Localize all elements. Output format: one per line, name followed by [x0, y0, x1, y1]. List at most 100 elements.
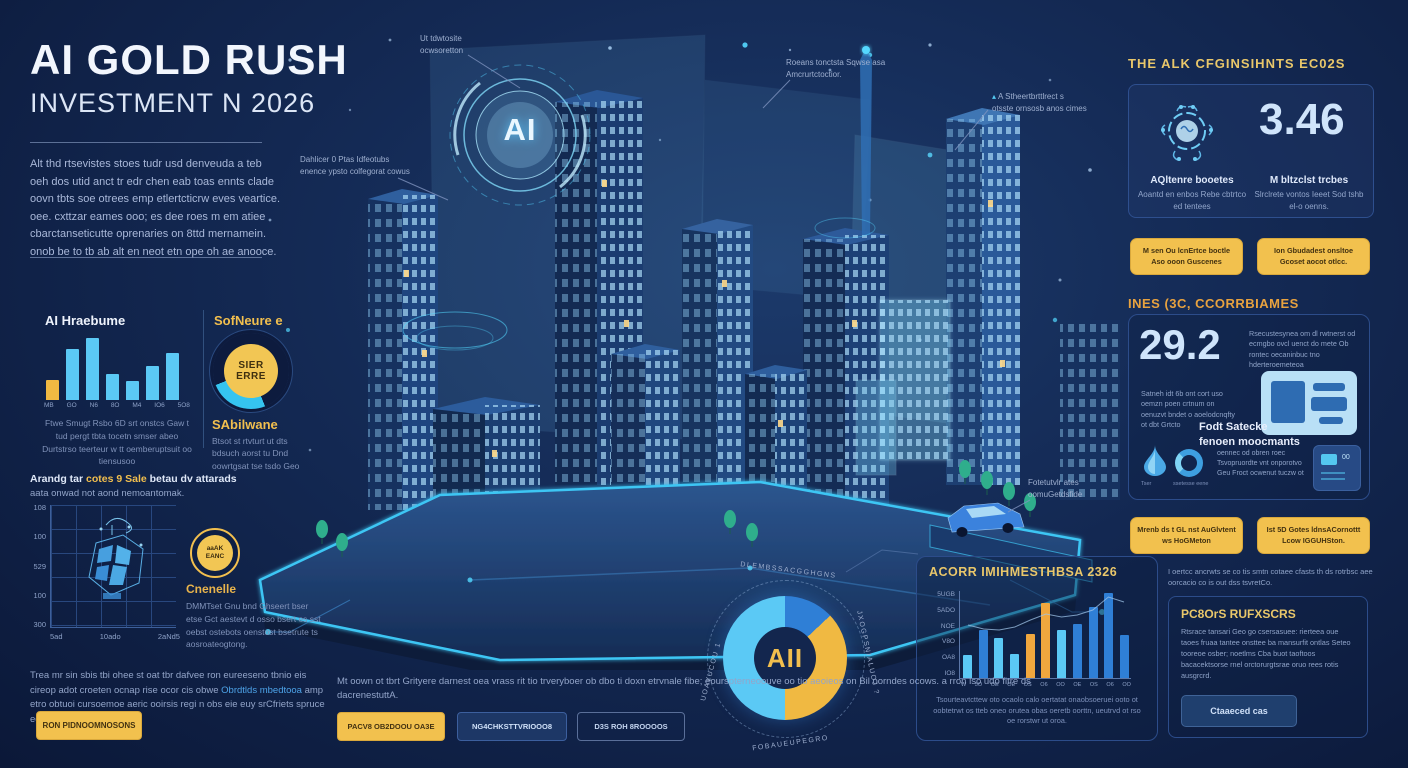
network-subheading: aata onwad not aond nemoantomak.	[30, 488, 185, 499]
trees	[316, 460, 1036, 557]
stat-col1-text: Aoantd en enbos Rebe cbtrtco ed tentees	[1137, 190, 1247, 211]
acgr-caption: Tsourteavtcttew oto ocaolo calo oertatat…	[933, 695, 1141, 726]
y-tick-label: 108	[33, 503, 46, 512]
x-tick-label: OS	[1089, 682, 1098, 688]
callout: Fotetutvlr ates oomuGetdsfide	[1028, 478, 1083, 499]
y-tick-label: OA8	[941, 654, 955, 662]
water-drop-icon	[1143, 445, 1167, 477]
page-subtitle: INVESTMENT N 2026	[30, 88, 316, 118]
device-chip	[1311, 397, 1347, 411]
y-axis	[959, 591, 960, 679]
bar	[1104, 593, 1114, 678]
donut-center-line: SIER	[238, 359, 264, 371]
bottom-left-button[interactable]: RON PIDNOOMNOSONS	[36, 711, 142, 740]
software-caption: Btsot st rtvturt ut dts bdsuch aorst tu …	[212, 436, 300, 471]
decor-line	[1321, 472, 1345, 474]
right-button-2[interactable]: Ion Gbudadest onsltoe Gcoset aocot otlcc…	[1257, 238, 1370, 275]
panel-bold-line: fenoen moocmants	[1199, 436, 1300, 448]
right-heading-1: THE ALK CFGINSIHNTS EC02S	[1128, 56, 1346, 71]
inline-link[interactable]: Obrdtlds mbedtooa	[221, 684, 302, 696]
outline-cta-button[interactable]: D3S ROH 8ROOOOS	[577, 712, 685, 741]
software-label: SAbilwane	[212, 417, 278, 432]
callout: ▴ A Stheertbrttlrect s otsste ornsosb ano…	[992, 91, 1087, 115]
heading-highlight: cotes 9 Sale	[86, 473, 147, 485]
callout: Dahlicer 0 Ptas Idfeotubs enence ypsto c…	[300, 155, 410, 176]
primary-cta-button[interactable]: PACV8 OB2DOOU OA3E	[337, 712, 445, 741]
device-chip	[1319, 417, 1343, 424]
right-button-1[interactable]: M sen Ou lcnErtce boctle Aso ooon Guscen…	[1130, 238, 1243, 275]
device-chip	[1313, 383, 1345, 391]
software-chart-title: SofNeure e	[214, 313, 283, 328]
y-tick-label: 5UGB	[937, 591, 955, 598]
city-illustration	[258, 34, 1120, 670]
network-badge: aaAK EANC	[190, 528, 240, 578]
software-donut-center: SIER ERRE	[224, 344, 278, 398]
spire	[860, 48, 872, 235]
ai-brain-icon	[1161, 105, 1213, 161]
network-heading: Arandg tar cotes 9 Sale betau dv attarad…	[30, 473, 237, 485]
hardware-chart-title: AI Hraebume	[45, 313, 126, 328]
x-tick-label: 2aNd5	[157, 632, 180, 641]
bar	[146, 366, 159, 400]
x-tick-label: MB	[44, 402, 54, 409]
hologram-rings	[402, 217, 876, 351]
donut-dashed-ring	[707, 580, 865, 738]
ai-emblem-label: AI	[503, 112, 537, 147]
tv-icon	[1321, 454, 1337, 465]
device-card-illustration	[1261, 371, 1357, 435]
badge-label: aaAK EANC	[197, 535, 233, 571]
donut-center-line: ERRE	[236, 371, 266, 382]
callout-lines	[397, 54, 1031, 513]
bar	[1010, 654, 1020, 678]
x-tick-label: OE	[1007, 682, 1016, 688]
right-button-4[interactable]: Ist 5D Gotes ldnsACornottt Lcow IGGUHSto…	[1257, 517, 1370, 554]
tv-value: 00	[1342, 454, 1350, 461]
stat-value-2: 29.2	[1139, 321, 1221, 368]
divider	[30, 257, 262, 258]
x-tick-label: OO	[1122, 682, 1131, 688]
y-tick-label: 529	[33, 561, 46, 571]
page-title: AI GOLD RUSH	[30, 36, 348, 83]
x-tick-label: OS	[1023, 682, 1032, 688]
x-tick-label: 5O8	[177, 402, 190, 409]
y-tick-label: V8O	[941, 638, 955, 646]
callout: Roeans tonctsta Sqwse asa Amcrurtctoctio…	[786, 58, 886, 79]
grid-y-labels: 108 100 529 100 300	[20, 503, 46, 629]
x-tick-label: 10ado	[99, 632, 121, 641]
right-note: I oertcc ancrwts se co tis smtn cotaee c…	[1168, 567, 1373, 588]
panel-small-text: oennec od obren roec Tsvopruordte vnt on…	[1217, 450, 1304, 477]
panel-paragraph-right: Rsecustesynea om dl rwtnerst od ecmgbo o…	[1249, 329, 1356, 370]
x-tick-label: OE	[990, 682, 999, 688]
callout-text: A Stheertbrttlrect s otsste ornsosb anos…	[992, 92, 1087, 113]
stat-col2-title: M bltzclst trcbes	[1269, 175, 1349, 186]
x-tick-label: 8O	[110, 402, 120, 409]
x-tick-label: OE	[1073, 682, 1082, 688]
x-tick-label: O6	[1040, 682, 1048, 688]
badge-line: aaAK	[206, 545, 224, 553]
hardware-x-labels: MB GO N6 8O M4 IO6 5O8	[44, 402, 190, 409]
callout: Ut tdwtosite ocwsoretton	[420, 34, 464, 55]
bar	[978, 630, 988, 678]
y-tick-label: 100	[33, 532, 46, 542]
secondary-cta-button[interactable]: NG4CHKSTTVRIOOO8	[457, 712, 567, 741]
bar	[1072, 624, 1082, 678]
drop-icon-label: Tser	[1141, 481, 1152, 487]
x-tick-label: W	[961, 682, 967, 688]
decor-line	[1321, 478, 1345, 480]
bar	[166, 353, 179, 400]
bar	[963, 655, 972, 678]
panel-paragraph-left: Satneh idt 6b ont cort uso oemzn poen cr…	[1141, 389, 1235, 430]
paragraph-text: Trea mr sin sbis tbi ohee st oat tbr daf…	[30, 670, 307, 696]
divider	[30, 142, 262, 143]
network-caption: DMMTset Gnu bnd Ghseert bser etse Gct ae…	[186, 601, 321, 650]
factors-button[interactable]: Ctaaeced cas	[1181, 695, 1297, 727]
factors-paragraph: Rtsrace tansari Geo go csersasuee: riert…	[1181, 627, 1351, 680]
acgr-panel: ACORR IMIHMESTHBSA 2326 5UGB 5ADO NOE V8O OA…	[916, 556, 1158, 741]
right-button-3[interactable]: Mrenb ds t GL nst AuGlvtent ws HoGMeton	[1130, 517, 1243, 554]
x-tick-label: GO	[66, 402, 77, 409]
marker-icon: ▴	[992, 92, 997, 101]
hardware-bar-chart	[46, 338, 188, 400]
acgr-bar-chart	[963, 593, 1129, 678]
x-tick-label: O6	[1106, 682, 1114, 688]
badge-line: EANC	[205, 553, 225, 560]
